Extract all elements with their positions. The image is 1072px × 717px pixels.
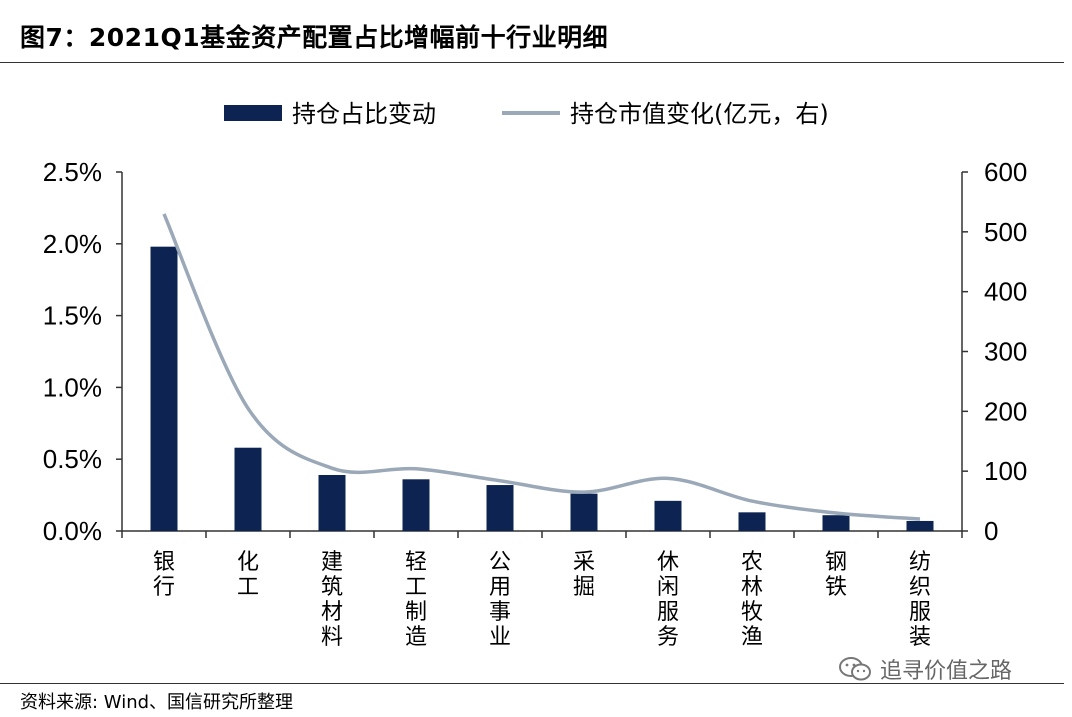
- x-category-label: 纺织服装: [909, 550, 931, 650]
- x-category-label: 建筑材料: [321, 550, 343, 650]
- legend-line-label: 持仓市值变化(亿元，右): [570, 100, 829, 128]
- y-left-tick-label: 2.5%: [43, 157, 102, 187]
- legend-bar-swatch: [224, 105, 282, 121]
- bar-3: [318, 474, 346, 531]
- x-category-label: 休闲服务: [657, 550, 679, 650]
- bar-5: [486, 485, 514, 531]
- bar-6: [570, 493, 598, 531]
- y-right-tick-label: 200: [984, 396, 1027, 426]
- y-left-tick-label: 2.0%: [43, 229, 102, 259]
- bar-9: [822, 515, 850, 531]
- y-right-tick-label: 300: [984, 337, 1027, 367]
- x-category-label: 钢铁: [825, 550, 847, 600]
- source-note: 资料来源: Wind、国信研究所整理: [20, 692, 294, 713]
- title-divider: [0, 62, 1064, 63]
- y-right-tick-label: 600: [984, 157, 1027, 187]
- watermark-text: 追寻价值之路: [880, 659, 1013, 684]
- x-category-label: 银行: [153, 550, 175, 600]
- y-left-tick-label: 1.5%: [43, 301, 102, 331]
- footer-divider: [0, 683, 1064, 684]
- x-category-label: 轻工制造: [405, 550, 427, 650]
- y-right-tick-label: 0: [984, 516, 998, 546]
- watermark: 追寻价值之路: [838, 653, 1012, 685]
- wechat-icon: [839, 657, 871, 681]
- bar-4: [402, 479, 430, 531]
- x-category-label: 农林牧渔: [741, 550, 763, 650]
- bar-10: [906, 520, 934, 531]
- y-left-tick-label: 0.0%: [43, 516, 102, 546]
- x-category-label: 采掘: [573, 550, 595, 600]
- line-series-market-value: [162, 213, 921, 521]
- bar-1: [150, 246, 178, 531]
- bar-7: [654, 500, 682, 531]
- bar-8: [738, 512, 766, 531]
- x-category-label: 公用事业: [489, 550, 511, 650]
- bar-2: [234, 447, 262, 531]
- y-left-tick-label: 1.0%: [43, 372, 102, 402]
- y-right-tick-label: 400: [984, 277, 1027, 307]
- y-left-tick-label: 0.5%: [43, 444, 102, 474]
- x-category-label: 化工: [237, 550, 259, 600]
- legend-bar-label: 持仓占比变动: [292, 100, 436, 128]
- page-title: 图7：2021Q1基金资产配置占比增幅前十行业明细: [20, 23, 609, 52]
- y-right-tick-label: 100: [984, 456, 1027, 486]
- y-right-tick-label: 500: [984, 217, 1027, 247]
